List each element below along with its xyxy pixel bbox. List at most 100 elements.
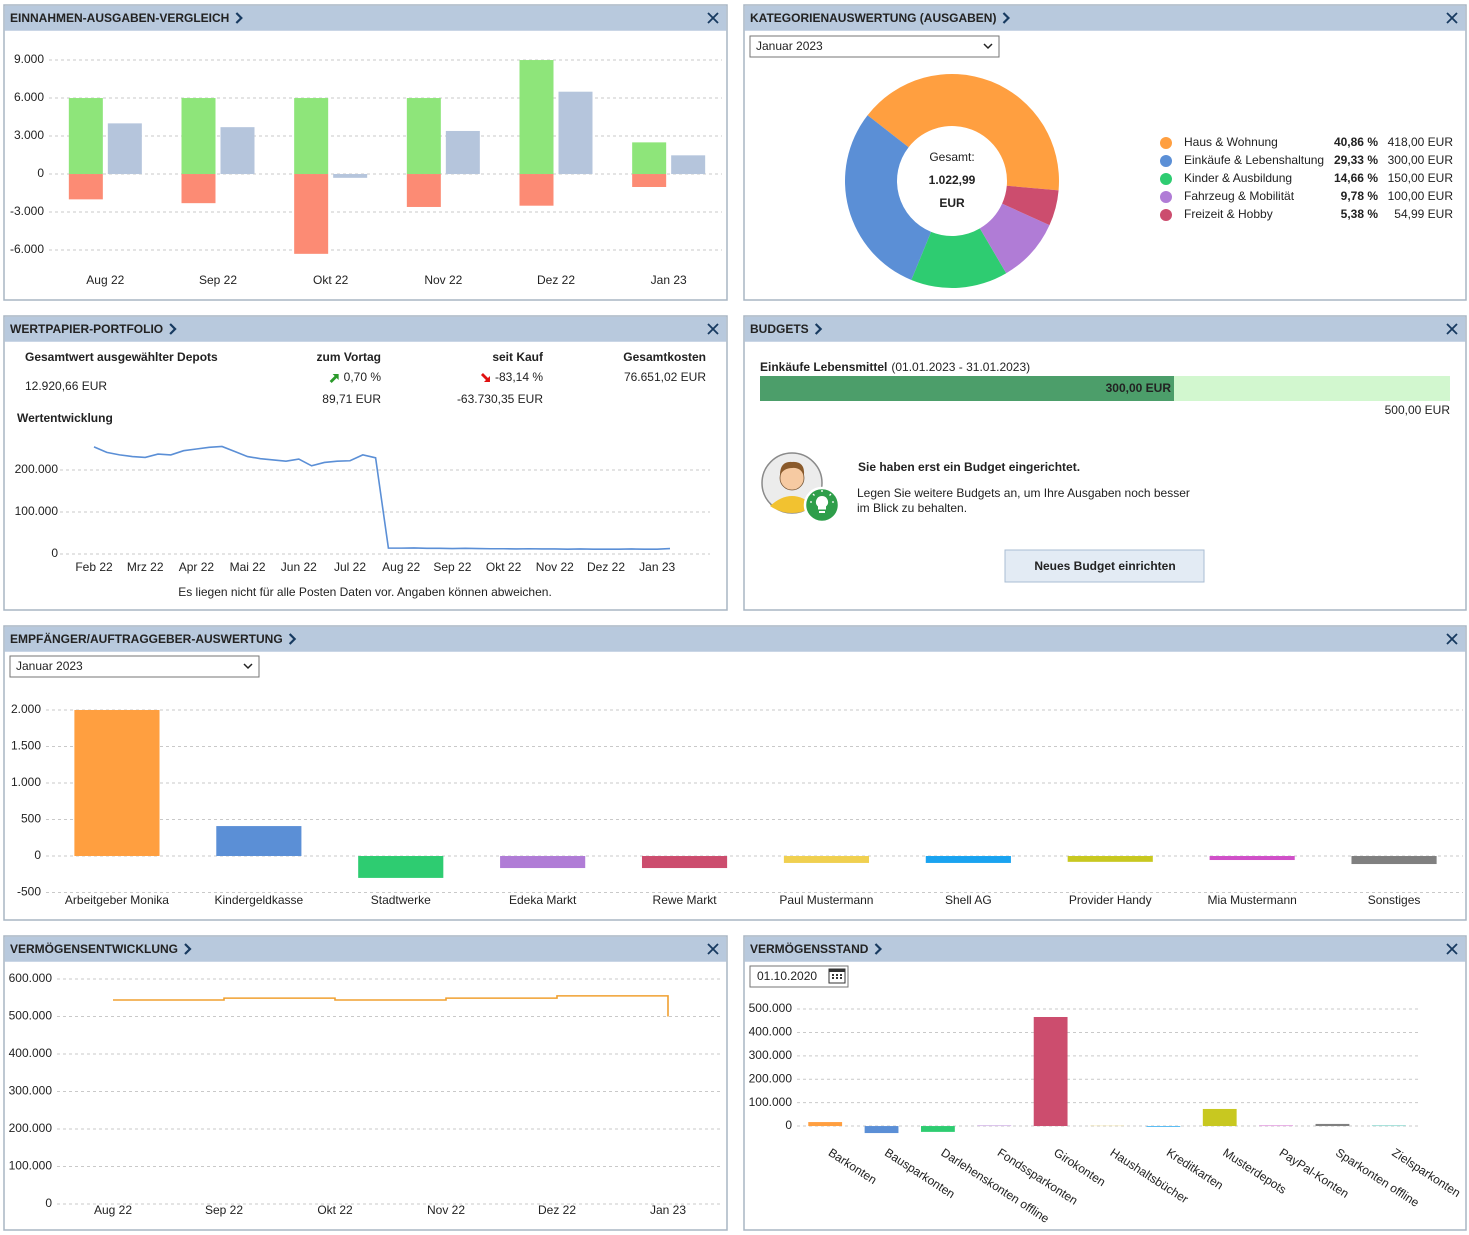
panel	[3, 315, 728, 611]
legend-percent: 5,38 %	[1341, 207, 1379, 221]
bar	[358, 856, 444, 878]
legend-marker	[1160, 137, 1172, 149]
close-button[interactable]	[707, 12, 719, 24]
bar	[406, 174, 441, 207]
bar	[181, 174, 216, 204]
donut-slice	[911, 228, 1007, 288]
bar	[181, 98, 216, 175]
y-tick-label: 600.000	[9, 971, 53, 985]
bar	[220, 127, 255, 175]
panel-title[interactable]: EINNAHMEN-AUSGABEN-VERGLEICH	[10, 11, 229, 25]
new-budget-button-label[interactable]: Neues Budget einrichten	[1034, 559, 1175, 573]
chevron-icon[interactable]	[1002, 12, 1011, 24]
chevron-icon[interactable]	[814, 323, 823, 335]
bar	[68, 174, 103, 200]
legend-marker	[1160, 173, 1172, 185]
x-tick-label: Okt 22	[486, 560, 522, 574]
calendar-icon-grid	[832, 974, 842, 979]
period-select[interactable]	[749, 35, 1000, 58]
close-button[interactable]	[1446, 323, 1458, 335]
change-amount: -63.730,35 EUR	[457, 392, 543, 406]
y-tick-label: 2.000	[11, 702, 41, 716]
bar	[925, 856, 1011, 863]
bar	[1315, 1123, 1350, 1127]
x-tick-label: Edeka Markt	[509, 893, 577, 907]
idea-bulb	[815, 495, 829, 513]
x-tick-label: Jun 22	[281, 560, 317, 574]
bar	[783, 856, 870, 863]
legend-label: Freizeit & Hobby	[1184, 207, 1273, 221]
bar	[333, 174, 368, 178]
legend-percent: 29,33 %	[1334, 153, 1378, 167]
panel-header	[4, 626, 1466, 652]
budget-hint-heading: Sie haben erst ein Budget eingerichtet.	[858, 460, 1080, 474]
y-tick-label: 9.000	[14, 52, 44, 66]
change-amount: 89,71 EUR	[322, 392, 381, 406]
panel-title[interactable]: BUDGETS	[750, 322, 809, 336]
legend-marker	[1160, 155, 1172, 167]
legend-amount: 100,00 EUR	[1388, 189, 1454, 203]
x-tick-label: Jan 23	[650, 1203, 686, 1217]
bar	[808, 1122, 843, 1127]
panel-header	[4, 316, 727, 342]
period-select[interactable]	[9, 655, 260, 678]
close-button[interactable]	[1446, 12, 1458, 24]
panel-title[interactable]: VERMÖGENSSTAND	[750, 941, 869, 956]
bar	[1202, 1108, 1237, 1127]
y-tick-label: 400.000	[9, 1046, 53, 1060]
close-button[interactable]	[1446, 943, 1458, 955]
budget-period: (01.01.2023 - 31.01.2023)	[891, 360, 1030, 374]
avatar-body	[770, 496, 814, 513]
legend-label: Kinder & Ausbildung	[1184, 171, 1292, 185]
panel	[743, 935, 1467, 1231]
panel-title[interactable]: WERTPAPIER-PORTFOLIO	[10, 322, 163, 336]
bar	[1351, 856, 1437, 865]
chevron-icon[interactable]	[169, 323, 177, 335]
new-budget-button[interactable]	[1004, 549, 1205, 583]
panel-title[interactable]: VERMÖGENSENTWICKLUNG	[10, 941, 178, 956]
x-tick-label: Sep 22	[433, 560, 471, 574]
bar	[406, 98, 441, 175]
y-tick-label: -6.000	[10, 242, 44, 256]
chevron-icon[interactable]	[235, 12, 243, 24]
chevron-icon[interactable]	[874, 943, 883, 955]
panel-title[interactable]: EMPFÄNGER/AUFTRAGGEBER-AUSWERTUNG	[10, 631, 283, 646]
bar	[1067, 856, 1153, 862]
y-tick-label: 500.000	[9, 1009, 53, 1023]
bar	[500, 856, 586, 869]
bar	[1209, 856, 1295, 861]
select-arrow	[983, 43, 993, 50]
period-select-value: Januar 2023	[16, 659, 83, 673]
budget-limit-label: 500,00 EUR	[1385, 403, 1451, 417]
avatar-hair	[780, 461, 805, 475]
x-tick-label: Arbeitgeber Monika	[65, 893, 169, 907]
y-tick-label: 6.000	[14, 90, 44, 104]
legend-amount: 150,00 EUR	[1388, 171, 1454, 185]
close-button[interactable]	[1446, 633, 1458, 645]
x-tick-label: Feb 22	[75, 560, 113, 574]
legend-percent: 9,78 %	[1341, 189, 1379, 203]
total-value: 1.022,99	[929, 173, 976, 187]
close-button[interactable]	[707, 323, 719, 335]
x-tick-label: Aug 22	[94, 1203, 132, 1217]
y-tick-label: 1.000	[11, 775, 41, 789]
x-tick-label: Jan 23	[651, 273, 687, 287]
chevron-icon[interactable]	[184, 943, 192, 955]
panel	[3, 935, 728, 1231]
panel-title[interactable]: KATEGORIENAUSWERTUNG (AUSGABEN)	[750, 11, 996, 25]
change-percent: -83,14 %	[495, 370, 543, 384]
budget-hint-text: Legen Sie weitere Budgets an, um Ihre Au…	[857, 486, 1190, 500]
bar	[1146, 1126, 1181, 1127]
x-tick-label: Sep 22	[199, 273, 237, 287]
close-button[interactable]	[707, 943, 719, 955]
line-series	[113, 995, 669, 1017]
x-tick-label: Mia Mustermann	[1207, 893, 1296, 907]
y-tick-label: 100.000	[15, 504, 59, 518]
x-tick-label: Dez 22	[587, 560, 625, 574]
panel-header	[744, 936, 1466, 962]
date-input[interactable]	[749, 965, 849, 988]
chevron-icon[interactable]	[288, 633, 297, 645]
donut-slice	[867, 74, 1059, 191]
x-tick-label: Dez 22	[538, 1203, 576, 1217]
